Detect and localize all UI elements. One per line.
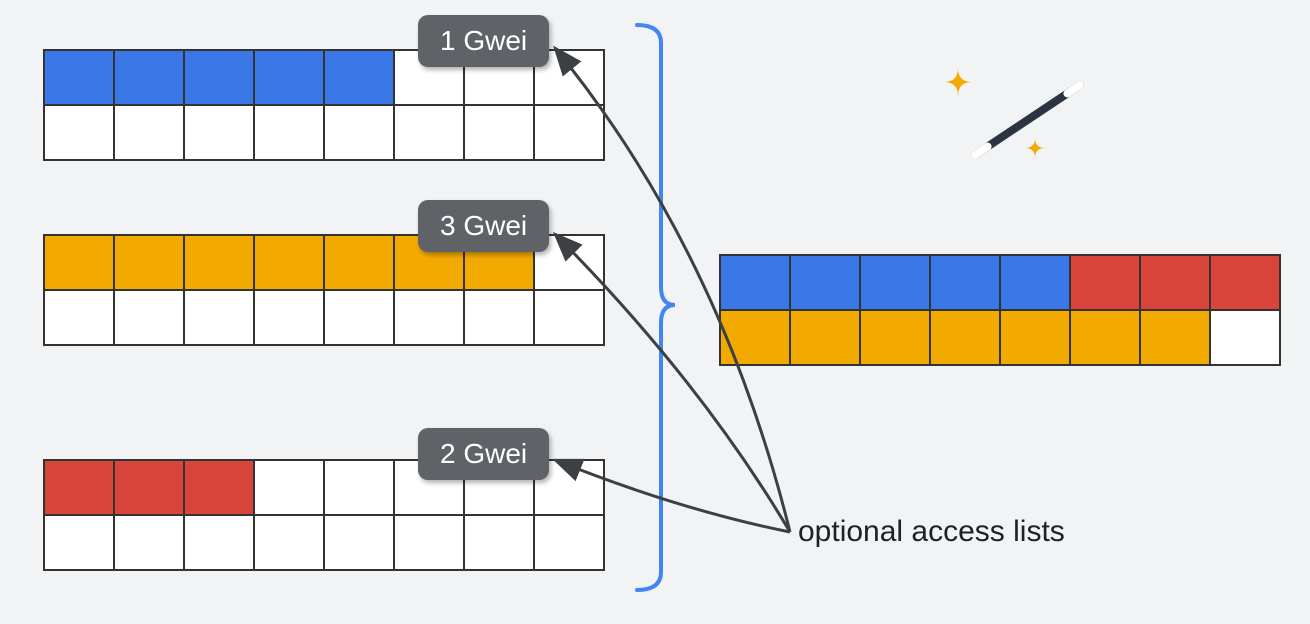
cell xyxy=(183,234,255,291)
cell xyxy=(43,104,115,161)
cell xyxy=(43,289,115,346)
cell xyxy=(253,104,325,161)
cell xyxy=(323,104,395,161)
cell xyxy=(113,514,185,571)
cell xyxy=(323,234,395,291)
cell xyxy=(719,309,791,366)
cell xyxy=(183,104,255,161)
cell xyxy=(323,49,395,106)
cell xyxy=(999,309,1071,366)
cell xyxy=(719,254,791,311)
cell xyxy=(113,49,185,106)
cell xyxy=(43,514,115,571)
cell xyxy=(113,459,185,516)
cell xyxy=(1069,254,1141,311)
gwei-pill-p3: 2 Gwei xyxy=(418,428,549,480)
cell xyxy=(323,459,395,516)
cell xyxy=(113,104,185,161)
cell xyxy=(183,514,255,571)
cell xyxy=(859,309,931,366)
sparkle-icon xyxy=(944,68,972,96)
cell xyxy=(253,289,325,346)
cell xyxy=(253,49,325,106)
cell xyxy=(183,289,255,346)
brace xyxy=(637,25,675,590)
caption-optional-access-lists: optional access lists xyxy=(798,515,1065,549)
cell xyxy=(323,289,395,346)
cell xyxy=(929,254,1001,311)
gwei-pill-p2: 3 Gwei xyxy=(418,200,549,252)
cell xyxy=(1139,309,1211,366)
cell xyxy=(183,49,255,106)
cell xyxy=(253,459,325,516)
cell xyxy=(999,254,1071,311)
cell xyxy=(393,289,465,346)
cell xyxy=(789,254,861,311)
cell xyxy=(113,289,185,346)
cell xyxy=(533,289,605,346)
cell xyxy=(43,459,115,516)
magic-wand-icon xyxy=(944,68,1080,158)
cell xyxy=(393,514,465,571)
cell xyxy=(1139,254,1211,311)
sparkle-icon xyxy=(1025,138,1045,158)
cell xyxy=(533,104,605,161)
cell xyxy=(1209,254,1281,311)
cell xyxy=(113,234,185,291)
cell xyxy=(43,49,115,106)
cell xyxy=(43,234,115,291)
cell xyxy=(393,104,465,161)
cell xyxy=(183,459,255,516)
cell xyxy=(463,514,535,571)
cell xyxy=(929,309,1001,366)
cell xyxy=(463,289,535,346)
gwei-pill-p1: 1 Gwei xyxy=(418,15,549,67)
cell xyxy=(1209,309,1281,366)
cell xyxy=(253,514,325,571)
cell xyxy=(1069,309,1141,366)
cell xyxy=(323,514,395,571)
cell xyxy=(253,234,325,291)
cell xyxy=(463,104,535,161)
cell xyxy=(859,254,931,311)
cell xyxy=(533,514,605,571)
cell xyxy=(789,309,861,366)
grid-block xyxy=(720,255,1280,365)
